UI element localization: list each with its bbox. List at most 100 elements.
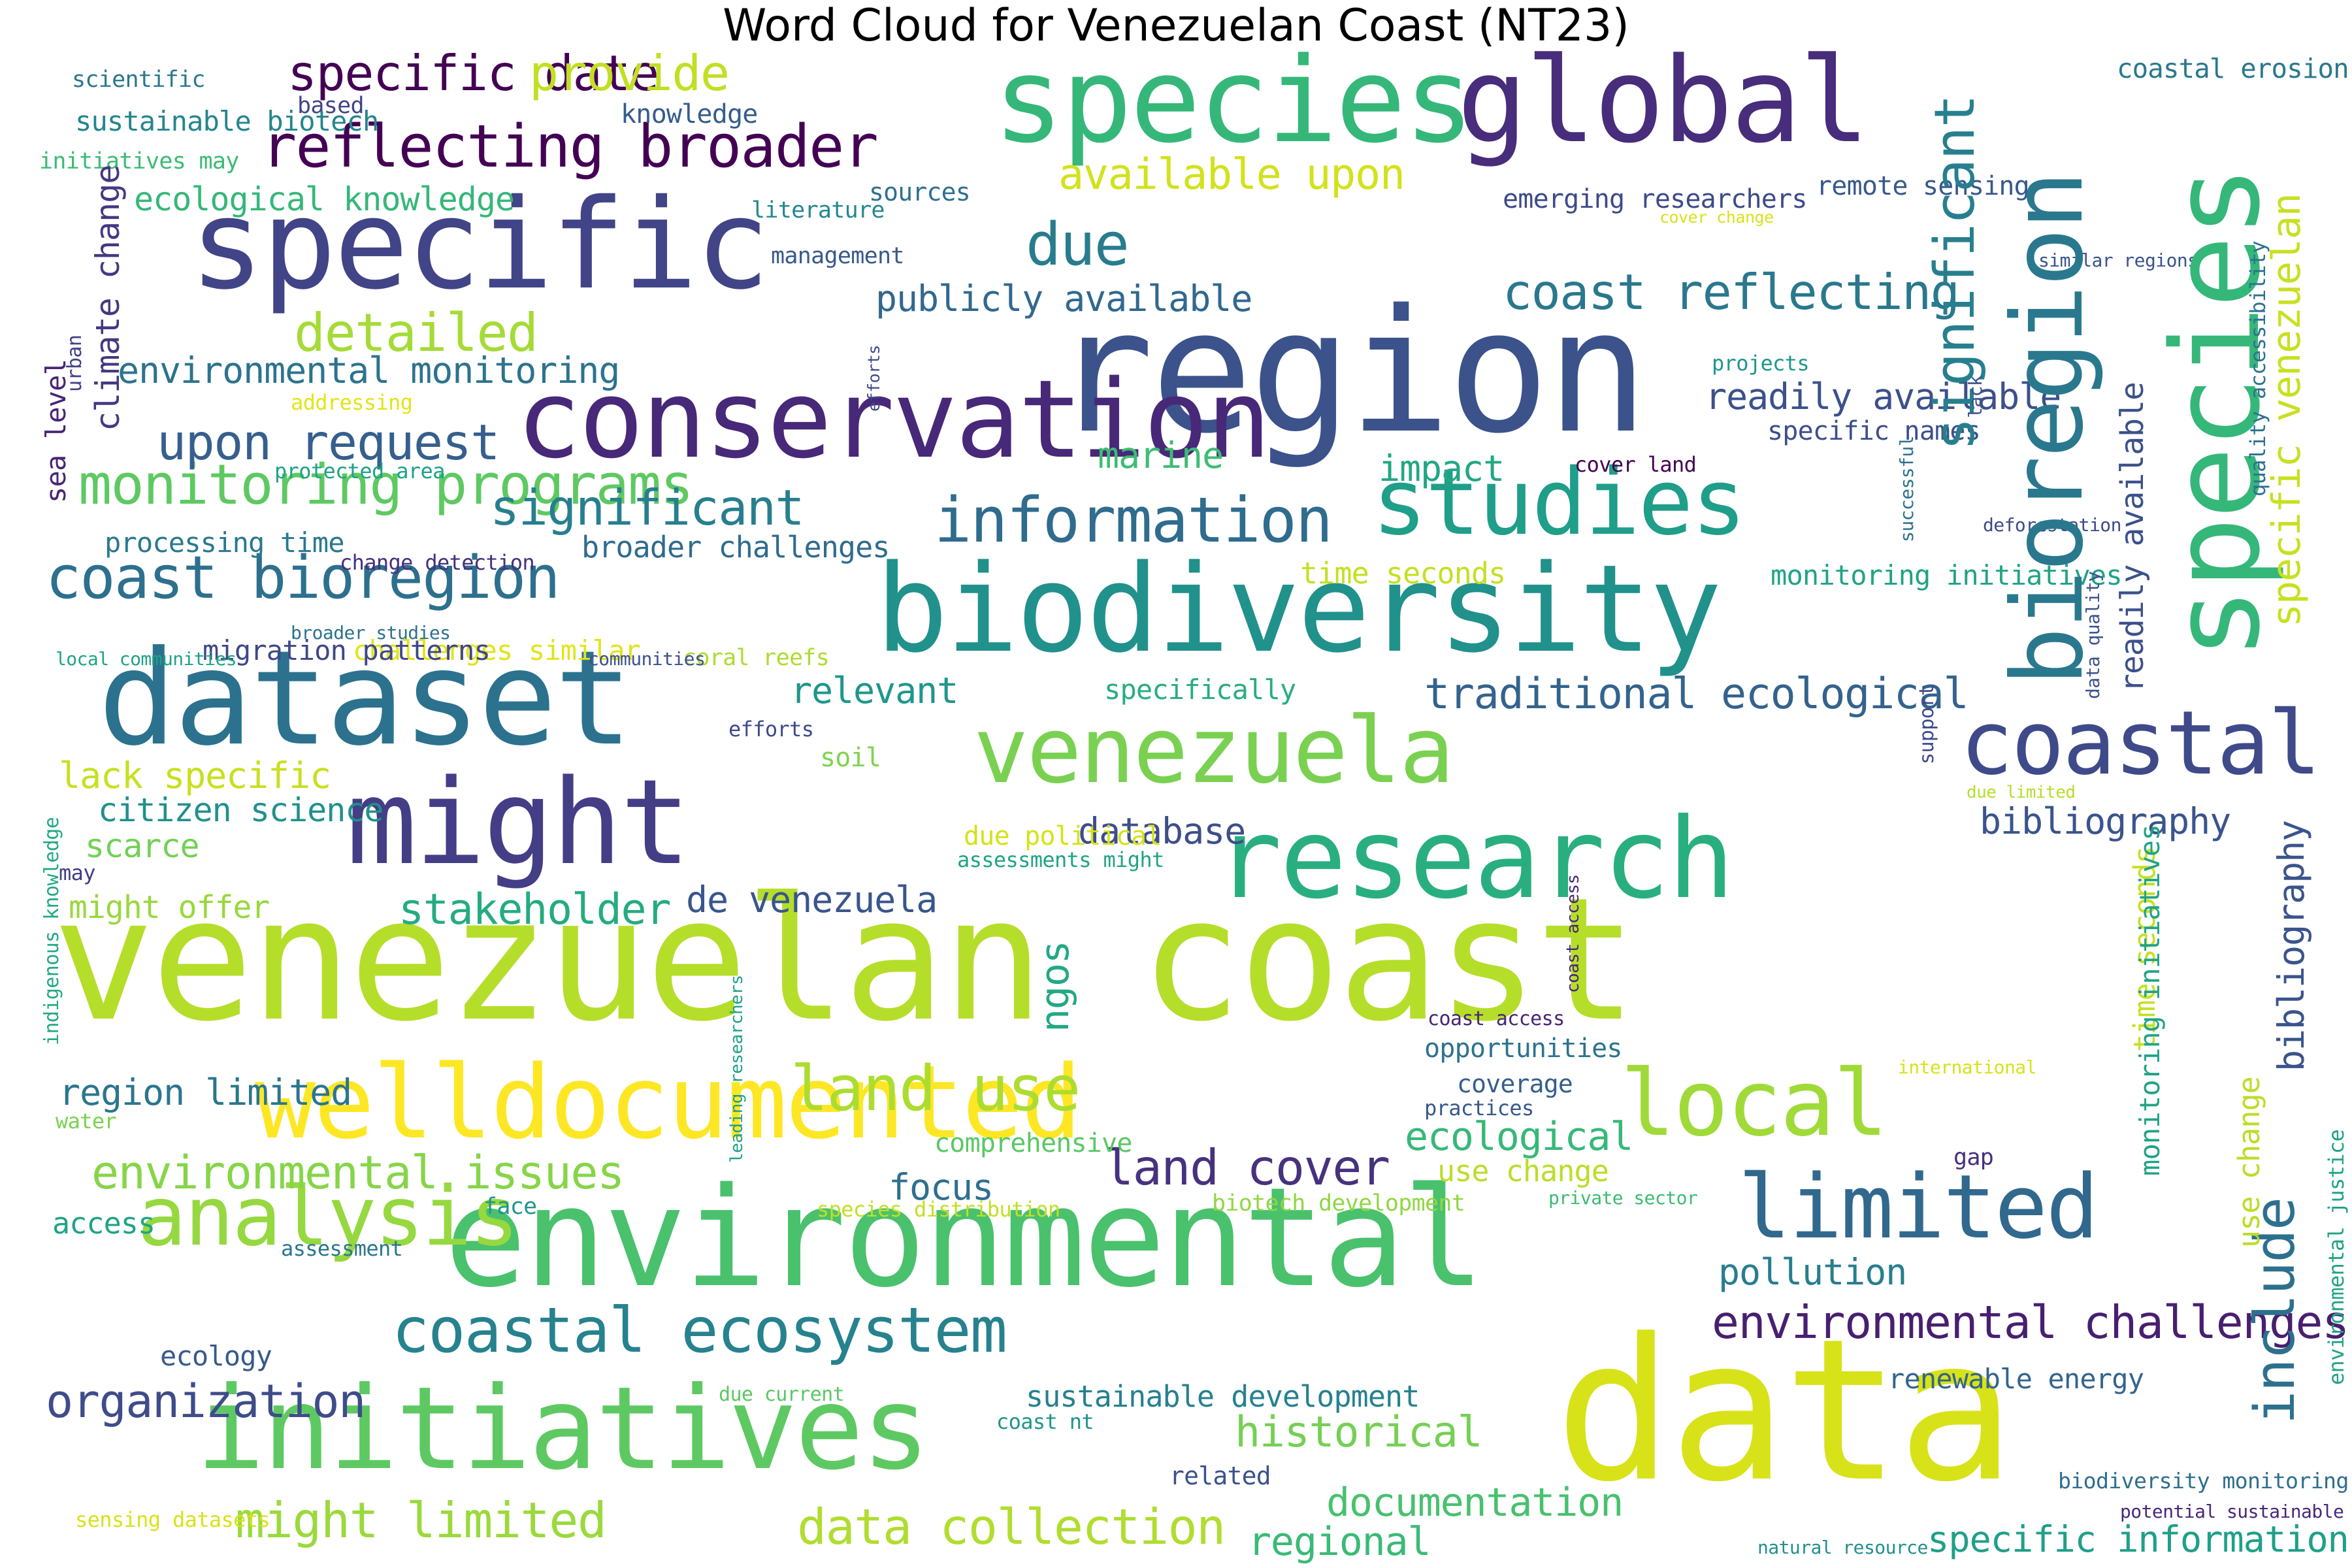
word: gap bbox=[1953, 1145, 1994, 1171]
word: global bbox=[1457, 33, 1870, 169]
word: private sector bbox=[1548, 1187, 1698, 1209]
word: limited bbox=[1738, 1156, 2099, 1258]
word: information bbox=[934, 485, 1333, 557]
word: de venezuela bbox=[686, 879, 938, 921]
word: cover land bbox=[1575, 452, 1697, 477]
word: biodiversity monitoring bbox=[2058, 1468, 2349, 1494]
word: venezuelan coast bbox=[52, 862, 1638, 1059]
word: lack specific bbox=[59, 755, 331, 796]
word: relevant bbox=[791, 670, 958, 711]
word: specifically bbox=[1104, 674, 1296, 706]
word: may bbox=[59, 860, 96, 885]
word: due limited bbox=[1967, 783, 2076, 802]
word: sensing datasets bbox=[75, 1507, 270, 1532]
word: communities bbox=[588, 648, 706, 670]
word: conservation bbox=[516, 357, 1271, 482]
word: potential sustainable bbox=[2120, 1501, 2344, 1522]
word: environmental monitoring bbox=[118, 350, 620, 391]
word: lack bbox=[1965, 375, 1986, 418]
word: marine bbox=[1098, 434, 1224, 476]
word: broader challenges bbox=[581, 530, 890, 564]
word: biotech development bbox=[1212, 1190, 1465, 1217]
word: impact bbox=[1379, 448, 1505, 489]
word: change detection bbox=[340, 550, 535, 575]
word: due political bbox=[964, 821, 1162, 851]
word: leading researchers bbox=[727, 975, 747, 1163]
word: historical bbox=[1235, 1408, 1483, 1457]
word: literature bbox=[751, 197, 885, 223]
word: efforts bbox=[728, 717, 814, 742]
word: coastal ecosystem bbox=[392, 1295, 1007, 1367]
word: initiatives may bbox=[39, 148, 239, 174]
word: might bbox=[346, 755, 691, 891]
word: provide bbox=[529, 44, 730, 102]
word: readily available bbox=[1705, 376, 2061, 417]
word: ecological bbox=[1405, 1114, 1633, 1160]
word: coverage bbox=[1457, 1070, 1573, 1098]
word: assessments might bbox=[957, 847, 1164, 872]
word: scientific bbox=[72, 67, 205, 93]
word: ecological knowledge bbox=[134, 180, 515, 218]
word: based bbox=[297, 93, 365, 119]
word: monitoring programs bbox=[78, 453, 694, 517]
word: initiatives bbox=[196, 1363, 930, 1495]
word: support bbox=[1916, 684, 1938, 764]
word: bibliography bbox=[2270, 820, 2312, 1071]
word: successful bbox=[1896, 436, 1918, 542]
word: addressing bbox=[291, 390, 413, 415]
word: coast access bbox=[1428, 1007, 1565, 1030]
word: upon request bbox=[157, 414, 500, 471]
word: natural resource bbox=[1757, 1537, 1928, 1558]
word: citizen science bbox=[98, 791, 384, 829]
word: environmental justice bbox=[2324, 1129, 2349, 1385]
word: projects bbox=[1712, 351, 1810, 376]
word: dataset bbox=[98, 623, 633, 775]
word: database bbox=[1078, 810, 1246, 852]
word: comprehensive bbox=[934, 1128, 1132, 1158]
word: data collection bbox=[797, 1498, 1226, 1556]
word: might limited bbox=[235, 1492, 607, 1549]
word: ngos bbox=[1032, 941, 1078, 1032]
word: specific venezuelan bbox=[2264, 193, 2310, 627]
word: documentation bbox=[1326, 1480, 1624, 1526]
word: emerging researchers bbox=[1503, 184, 1807, 214]
word: migration patterns bbox=[203, 634, 491, 666]
word: monitoring initiatives bbox=[1771, 559, 2123, 591]
word: reflecting broader bbox=[261, 112, 879, 181]
word: climate change bbox=[89, 165, 127, 431]
word: coast access bbox=[1563, 874, 1583, 993]
word: detailed bbox=[294, 302, 538, 363]
word: local communities bbox=[56, 648, 237, 670]
chart-title: Word Cloud for Venezuelan Coast (NT23) bbox=[723, 0, 1629, 52]
word: ecology bbox=[160, 1340, 272, 1372]
word: studies bbox=[1372, 449, 1746, 556]
word: quality accessibility bbox=[2246, 240, 2270, 497]
word: data bbox=[1555, 1297, 2015, 1525]
word: due bbox=[1026, 210, 1130, 279]
word: efforts bbox=[864, 345, 883, 412]
word: bibliography bbox=[1980, 800, 2231, 842]
word: significant bbox=[490, 479, 805, 536]
word: indigenous knowledge bbox=[41, 817, 63, 1045]
word: land use bbox=[791, 1053, 1081, 1125]
word: land cover bbox=[1104, 1139, 1390, 1196]
word: cover change bbox=[1659, 208, 1774, 227]
word: management bbox=[771, 243, 904, 269]
word: urban bbox=[63, 335, 86, 392]
word: water bbox=[56, 1109, 117, 1134]
word: venezuela bbox=[973, 698, 1454, 804]
word: processing time bbox=[105, 527, 345, 559]
word: might offer bbox=[69, 889, 270, 926]
word: organization bbox=[46, 1375, 366, 1428]
word: sources bbox=[869, 178, 971, 206]
word: access bbox=[52, 1206, 155, 1241]
word: renewable energy bbox=[1888, 1363, 2144, 1395]
word: data quality bbox=[2082, 571, 2104, 699]
word: species distribution bbox=[817, 1197, 1060, 1222]
word: region limited bbox=[59, 1071, 352, 1113]
word: traditional ecological bbox=[1424, 670, 1969, 719]
word: stakeholder bbox=[399, 885, 671, 934]
word: sustainable development bbox=[1026, 1379, 1420, 1414]
word: coastal bbox=[1960, 692, 2321, 794]
